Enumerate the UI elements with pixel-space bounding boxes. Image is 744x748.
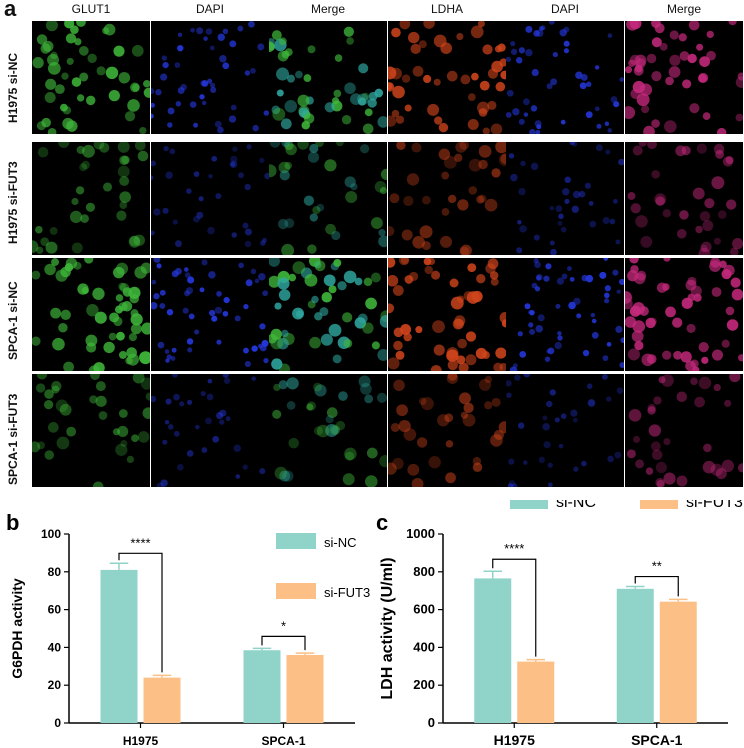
micrograph-tile <box>625 142 743 255</box>
micrograph-tile <box>388 142 506 255</box>
y-tick-label: 0 <box>428 715 435 730</box>
y-tick-label: 0 <box>54 716 61 730</box>
y-tick-label: 60 <box>48 603 62 617</box>
bar <box>474 578 512 723</box>
micrograph-tile <box>151 142 269 255</box>
panel-c-chart: c 0 200 400 600 800 1000 LDH activity (U/ml) H1… <box>376 500 743 748</box>
micrograph-tile <box>151 258 269 371</box>
row-label-spca1-si-nc: SPCA-1 si-NC <box>6 281 20 360</box>
micrograph-tile <box>506 142 624 255</box>
x-tick-label: SPCA-1 <box>261 734 305 748</box>
significance-bracket <box>634 575 679 597</box>
legend-label: si-FUT3 <box>686 500 743 511</box>
micrograph-tile <box>625 21 743 134</box>
micrograph-tile <box>269 142 387 255</box>
bar <box>517 661 555 723</box>
micrograph-tile <box>506 374 624 487</box>
legend-swatch <box>276 533 316 549</box>
bar <box>100 569 138 723</box>
row-label-spca1-si-fut3: SPCA-1 si-FUT3 <box>6 393 20 485</box>
micrograph-tile <box>625 374 743 487</box>
x-tick-label: SPCA-1 <box>631 732 683 748</box>
row-label-h1975-si-fut3: H1975 si-FUT3 <box>6 161 20 244</box>
micrograph-tile <box>625 258 743 371</box>
micrograph-tile <box>388 374 506 487</box>
legend-swatch <box>510 500 548 509</box>
y-tick-label: 80 <box>48 565 62 579</box>
panel-a-letter: a <box>4 0 17 21</box>
micrograph-tile <box>506 258 624 371</box>
micrograph-tile <box>269 258 387 371</box>
column-label-dapi-2: DAPI <box>550 2 579 16</box>
significance-label: * <box>281 618 286 633</box>
x-tick-label: H1975 <box>494 732 535 748</box>
micrograph-tile <box>388 258 506 371</box>
y-tick-label: 200 <box>413 677 435 692</box>
y-tick-label: 400 <box>413 639 435 654</box>
column-label-dapi-1: DAPI <box>195 2 224 16</box>
bar <box>243 650 281 723</box>
legend-label: si-FUT3 <box>324 585 370 600</box>
micrograph-tile <box>32 21 150 134</box>
row-label-h1975-si-nc: H1975 si-NC <box>6 52 20 123</box>
legend-swatch <box>640 500 678 509</box>
micrograph-tile <box>151 21 269 134</box>
y-tick-label: 600 <box>413 602 435 617</box>
bar <box>616 588 654 723</box>
column-label-glut1: GLUT1 <box>71 2 111 16</box>
panel-b-letter: b <box>6 510 19 535</box>
bar <box>286 654 324 723</box>
legend-swatch <box>276 583 316 599</box>
y-tick-label: 100 <box>41 527 61 541</box>
significance-label: ** <box>652 559 662 574</box>
x-tick-label: H1975 <box>123 734 159 748</box>
significance-label: **** <box>504 541 524 556</box>
column-label-merge-1: Merge <box>310 2 345 16</box>
y-tick-label: 800 <box>413 564 435 579</box>
micrograph-tile <box>32 258 150 371</box>
y-tick-label: 20 <box>48 678 62 692</box>
legend-label: si-NC <box>324 535 357 550</box>
significance-bracket <box>261 635 306 651</box>
legend-label: si-NC <box>556 500 596 511</box>
micrograph-tile <box>269 21 387 134</box>
significance-bracket <box>492 558 537 657</box>
y-axis-label: G6PDH activity <box>9 578 25 679</box>
panel-c-letter: c <box>376 510 388 535</box>
micrograph-tile <box>32 142 150 255</box>
significance-bracket <box>118 552 163 673</box>
bar <box>659 601 697 723</box>
micrograph-tile <box>269 374 387 487</box>
micrograph-tile <box>506 21 624 134</box>
column-label-ldha: LDHA <box>430 2 463 16</box>
panel-b-chart: b 0 20 40 60 80 100 G6PDH activity H1975 **** SPC… <box>6 510 370 748</box>
y-axis-label: LDH activity (U/ml) <box>379 557 396 699</box>
column-label-merge-2: Merge <box>666 2 701 16</box>
micrograph-tile <box>32 374 150 487</box>
y-tick-label: 40 <box>48 640 62 654</box>
micrograph-tile <box>388 21 506 134</box>
micrograph-tile <box>151 374 269 487</box>
bar <box>143 677 181 723</box>
significance-label: **** <box>130 535 150 550</box>
y-tick-label: 1000 <box>406 526 435 541</box>
